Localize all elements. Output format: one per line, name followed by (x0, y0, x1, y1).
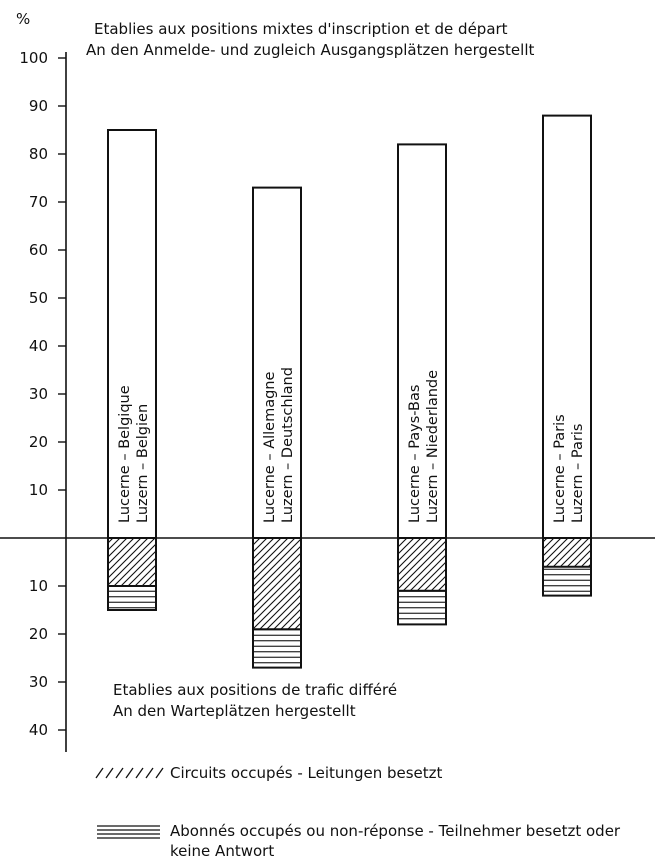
bar-category-label: Lucerne – Pays-Bas Luzern – Niederlande (407, 370, 441, 523)
legend-swatch-hatch-line (135, 767, 144, 779)
bar-lower-hatched (398, 538, 446, 591)
y-tick-label: 80 (29, 145, 48, 163)
legend-item: Circuits occupés - Leitungen besetzt (95, 764, 443, 782)
bar-category-label-line: Lucerne – Pays-Bas (407, 385, 423, 523)
legend-swatch-hatch-line (95, 767, 104, 779)
bar-lower-outline (542, 537, 592, 597)
bar-lower-hatched (108, 538, 156, 586)
y-tick-label: 30 (29, 385, 48, 403)
bar-upper (252, 186, 302, 539)
bar-lower-lined (543, 566, 591, 596)
legend-label-line: Abonnés occupés ou non-réponse - Teilneh… (170, 822, 621, 840)
lower-title-line: Etablies aux positions de trafic différé (113, 681, 397, 699)
bar-category-label-line: Luzern – Paris (570, 424, 586, 523)
y-tick-label: 100 (19, 49, 48, 67)
legend-label-line: keine Antwort (170, 842, 274, 860)
legend-swatch-hatch-line (155, 767, 164, 779)
legend-swatch-hatch-line (145, 767, 154, 779)
bar-lower-lined (108, 586, 156, 610)
bar-lower-outline (397, 537, 447, 626)
bar-category-label-line: Lucerne – Belgique (117, 385, 133, 523)
y-tick-label: 10 (29, 481, 48, 499)
y-tick-label: 40 (29, 337, 48, 355)
y-tick-label: 70 (29, 193, 48, 211)
legend-label-line: Circuits occupés - Leitungen besetzt (170, 764, 443, 782)
bar-category-label: Lucerne – Allemagne Luzern – Deutschland (262, 367, 296, 523)
y-tick-label: 20 (29, 433, 48, 451)
bar-category-label-line: Lucerne – Allemagne (262, 372, 278, 523)
y-tick-label: 50 (29, 289, 48, 307)
y-tick-label: 30 (29, 673, 48, 691)
legend-swatch-hatch-line (115, 767, 124, 779)
bar-category-label: Lucerne – Belgique Luzern – Belgien (117, 385, 151, 523)
lower-title-line: An den Warteplätzen hergestellt (113, 702, 356, 720)
legend-item: Abonnés occupés ou non-réponse - Teilneh… (97, 822, 621, 860)
bar-lower-hatched (543, 538, 591, 567)
bar-category-label-line: Luzern – Niederlande (425, 370, 441, 523)
bar-lower-lined (253, 629, 301, 668)
y-tick-label: 60 (29, 241, 48, 259)
bar-lower-outline (107, 537, 157, 611)
y-tick-label: 90 (29, 97, 48, 115)
bar-lower-lined (398, 590, 446, 625)
legend-swatch-hatch-line (105, 767, 114, 779)
upper-title-line: Etablies aux positions mixtes d'inscript… (94, 20, 508, 38)
bar-category-label-line: Luzern – Belgien (135, 404, 151, 523)
bar-lower-outline (252, 537, 302, 669)
y-tick-label: 20 (29, 625, 48, 643)
y-unit-label: % (16, 10, 30, 28)
bar-upper (542, 114, 592, 539)
bar-lower-hatched (253, 538, 301, 630)
y-tick-label: 10 (29, 577, 48, 595)
upper-title-line: An den Anmelde- und zugleich Ausgangsplä… (86, 41, 534, 59)
bar-category-label-line: Luzern – Deutschland (280, 367, 296, 523)
bar-category-label: Lucerne – Paris Luzern – Paris (552, 414, 586, 523)
y-tick-label: 40 (29, 721, 48, 739)
legend-swatch-hatch-line (125, 767, 134, 779)
bar-category-label-line: Lucerne – Paris (552, 414, 568, 523)
